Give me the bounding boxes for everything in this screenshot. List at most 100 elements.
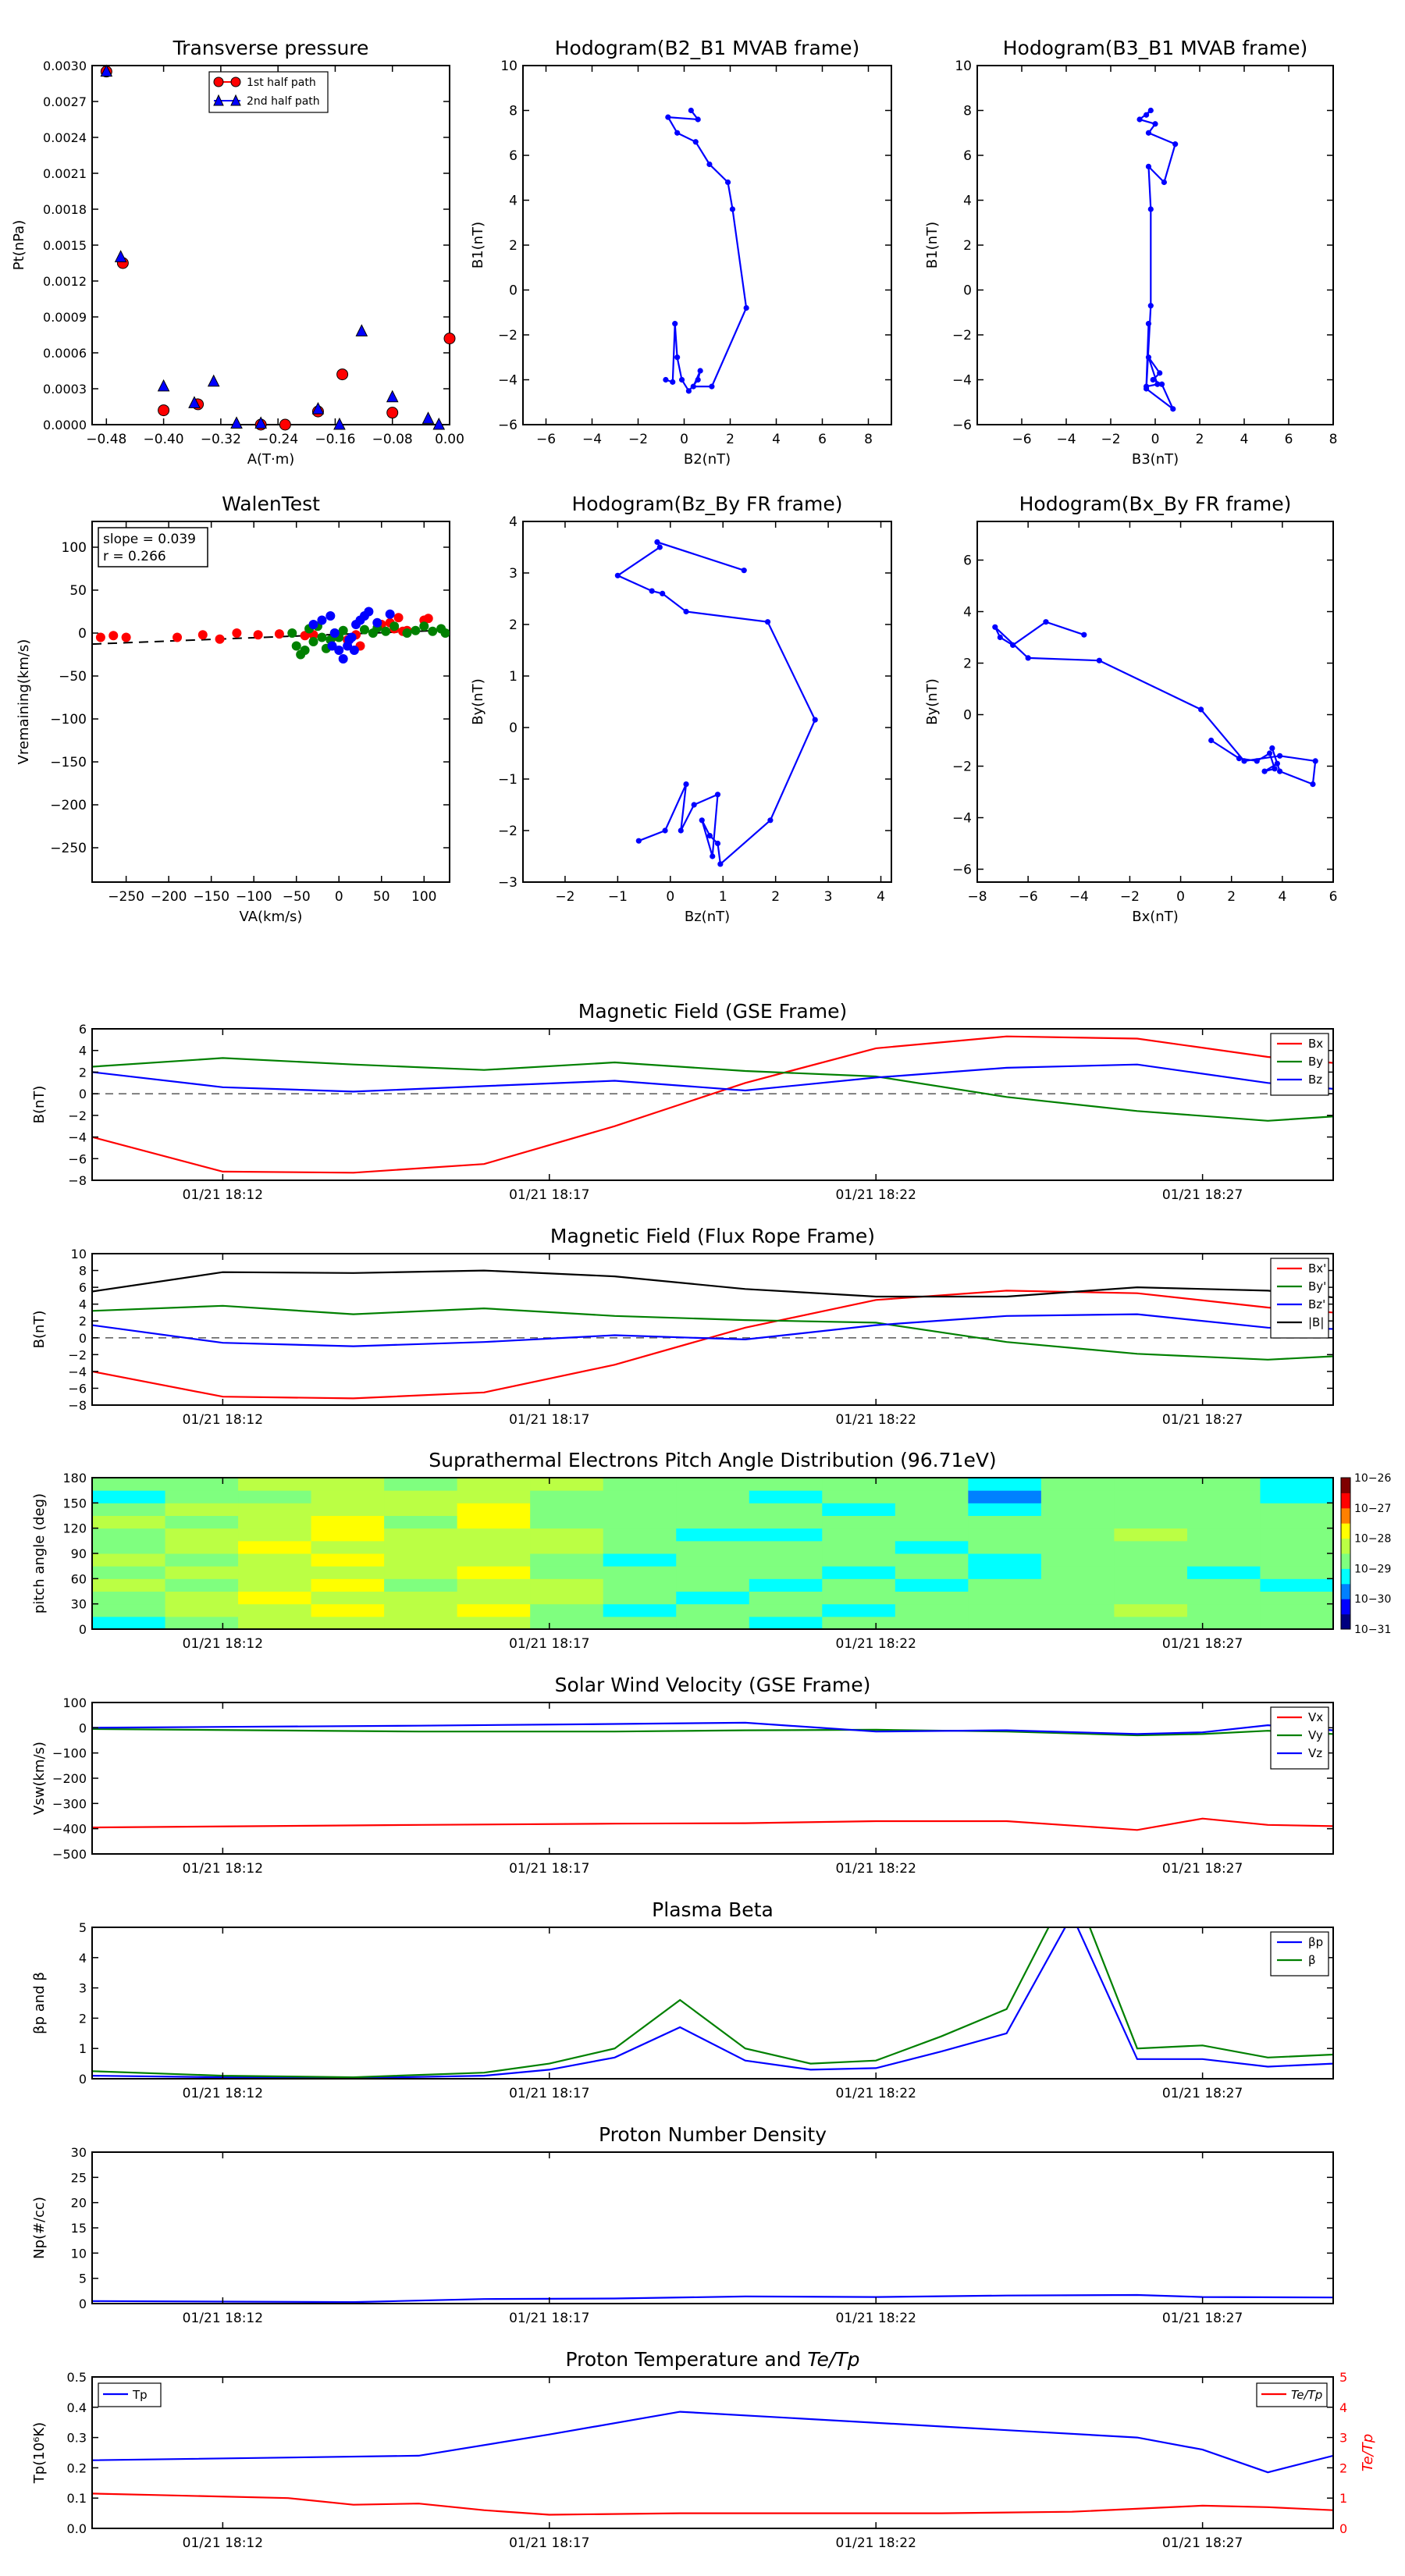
data-point (695, 116, 701, 123)
legend-entry: Bx (1308, 1037, 1323, 1051)
legend-marker (213, 76, 224, 87)
data-point (1161, 179, 1167, 186)
scatter-point (274, 629, 284, 639)
chart-np: Proton Number Density 0 5 10 15 20 25 30 01/21 1… (31, 2123, 1334, 2326)
heatmap-cell (457, 1553, 531, 1567)
heatmap-cell (1186, 1503, 1261, 1516)
y-tick-label: −6 (952, 418, 972, 433)
x-tick-label: 8 (1329, 432, 1338, 447)
y-tick-label: −250 (50, 841, 87, 856)
heatmap-cell (749, 1540, 823, 1554)
data-point (1144, 383, 1150, 390)
annotation-box (98, 527, 208, 568)
heatmap-cell (1040, 1566, 1115, 1579)
y-tick-label: 2 (963, 656, 972, 672)
legend-box (1270, 1931, 1329, 1976)
scatter-point (95, 632, 105, 642)
plot-frame (91, 1028, 1334, 1181)
legend-entry: |B| (1308, 1315, 1324, 1329)
y-tick-label: 4 (79, 1044, 87, 1059)
heatmap-cell (676, 1566, 750, 1579)
chart-title: Hodogram(Bz_By FR frame) (571, 493, 842, 515)
data-point (1236, 756, 1243, 762)
heatmap-cell (311, 1616, 385, 1630)
heatmap-cell (749, 1515, 823, 1529)
heatmap-cell (895, 1578, 969, 1592)
y-tick-label: −2 (498, 824, 518, 839)
heatmap-cell (238, 1490, 312, 1503)
y-axis-label: B(nT) (31, 1311, 48, 1349)
y-tick-label: −6 (498, 418, 518, 433)
heatmap-cell (457, 1503, 531, 1516)
data-point (1261, 768, 1268, 774)
heatmap-cell (530, 1515, 604, 1529)
scatter-point (338, 625, 348, 635)
scatter-point (215, 634, 225, 644)
x-tick-label: 4 (1240, 432, 1249, 447)
y-tick-label: 0 (79, 1331, 87, 1346)
heatmap-cell (1040, 1490, 1115, 1503)
time-tick-label: 01/21 18:22 (836, 1861, 916, 1877)
heatmap-cell (1186, 1478, 1261, 1491)
series-line-1sthalfpath (106, 72, 450, 425)
y-tick-label: 100 (62, 1695, 87, 1710)
data-point (635, 838, 642, 844)
scatter-point (385, 609, 395, 619)
data-point (678, 376, 685, 383)
y-tick-label-right: 1 (1339, 2491, 1347, 2506)
x-tick-label: 6 (1285, 432, 1293, 447)
data-point (678, 827, 684, 834)
data-point (1145, 321, 1152, 327)
time-tick-label: 01/21 18:17 (509, 2086, 589, 2101)
heatmap-cell (1040, 1578, 1115, 1592)
y-tick-label: −4 (68, 1364, 87, 1379)
x-tick-label: 4 (877, 889, 885, 905)
scatter-point (344, 635, 354, 645)
heatmap-cell (311, 1566, 385, 1579)
chart-title: WalenTest (222, 493, 320, 515)
x-axis-label: A(T·m) (247, 451, 295, 468)
y-tick-label: 2 (79, 1314, 87, 1329)
y-tick-label: 0 (79, 1720, 87, 1735)
heatmap-cell (457, 1478, 531, 1491)
data-point (336, 368, 349, 381)
y-tick-label: 0.0024 (43, 130, 87, 145)
heatmap-cell (1114, 1578, 1188, 1592)
chart-title: Plasma Beta (652, 1898, 774, 1921)
x-tick-label: −50 (283, 889, 311, 905)
colorbar-cell (1341, 1599, 1350, 1615)
y-tick-label: 0 (79, 1622, 87, 1637)
chart-title: Magnetic Field (GSE Frame) (578, 1000, 847, 1023)
heatmap-cell (92, 1490, 166, 1503)
heatmap-cell (1260, 1566, 1334, 1579)
time-tick-label: 01/21 18:27 (1162, 1412, 1243, 1428)
y-tick-label: 100 (62, 540, 87, 556)
data-point (254, 416, 267, 429)
heatmap-cell (1114, 1540, 1188, 1554)
heatmap-cell (384, 1478, 458, 1491)
heatmap-cell (1260, 1553, 1334, 1567)
heatmap-cell (92, 1528, 166, 1542)
time-tick-label: 01/21 18:12 (183, 2086, 263, 2101)
heatmap-cell (530, 1603, 604, 1617)
heatmap-cell (895, 1503, 969, 1516)
heatmap-cell (1040, 1540, 1115, 1554)
chart-h4: Hodogram(Bx_By FR frame) −6 −4 −2 0 2 4 6 −8 −6 −4… (924, 493, 1337, 925)
data-point (656, 544, 663, 550)
series-line-hodogram (994, 621, 1317, 786)
series-line-p (92, 1927, 1333, 2079)
y-tick-label: 1 (509, 669, 518, 685)
heatmap-cell (676, 1490, 750, 1503)
heatmap-cell (238, 1503, 312, 1516)
time-tick-label: 01/21 18:12 (183, 1636, 263, 1652)
heatmap-cell (457, 1591, 531, 1605)
data-point (1158, 381, 1165, 387)
y-tick-label: 4 (509, 514, 518, 530)
heatmap-cell (238, 1478, 312, 1491)
heatmap-cell (676, 1478, 750, 1491)
legend-entry: Bx' (1308, 1261, 1326, 1276)
heatmap-cell (384, 1528, 458, 1542)
heatmap-cell (530, 1540, 604, 1554)
y-tick-label: −4 (68, 1130, 87, 1145)
data-point (1269, 745, 1275, 752)
